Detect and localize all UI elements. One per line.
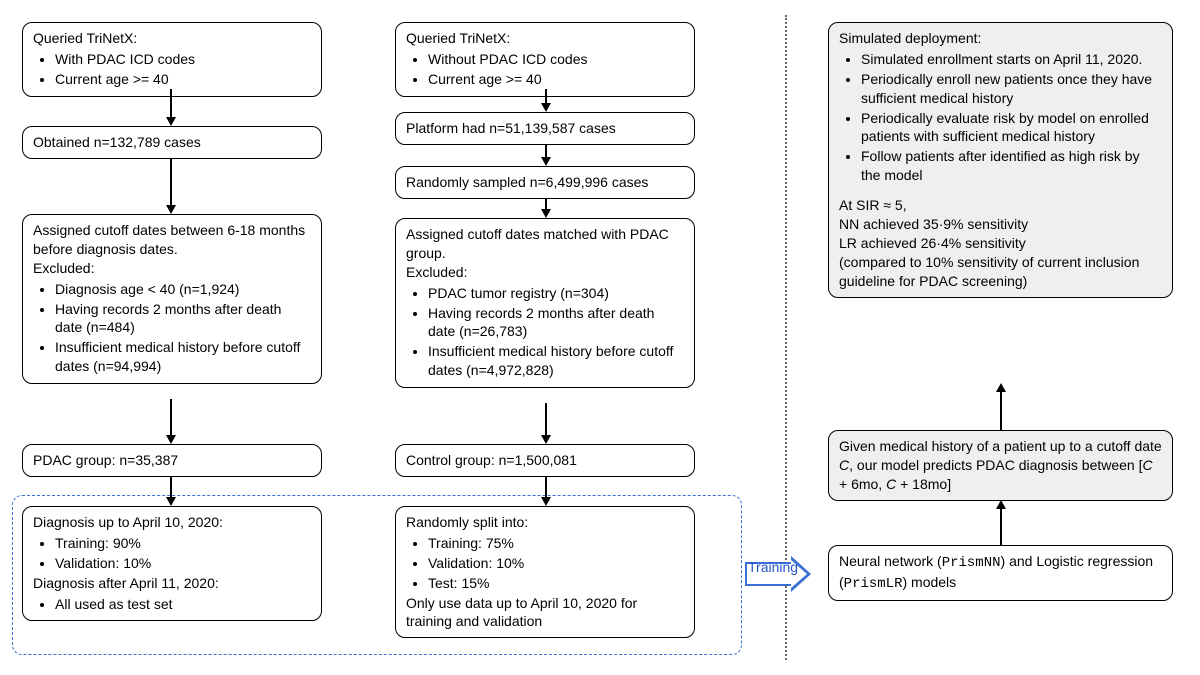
left-cutoff-item: Having records 2 months after death date… [55, 300, 311, 338]
left-group-text: PDAC group: n=35,387 [33, 452, 178, 468]
arrow [170, 159, 172, 207]
left-query-item: With PDAC ICD codes [55, 50, 311, 69]
left-split-post-item: All used as test set [55, 595, 311, 614]
mid-platform-box: Platform had n=51,139,587 cases [395, 112, 695, 145]
arrow [170, 89, 172, 119]
mid-cutoff-item: PDAC tumor registry (n=304) [428, 284, 684, 303]
left-obtained-text: Obtained n=132,789 cases [33, 134, 201, 150]
mid-query-box: Queried TriNetX: Without PDAC ICD codes … [395, 22, 695, 97]
mid-split-item: Training: 75% [428, 534, 684, 553]
models-text: Neural network (PrismNN) and Logistic re… [839, 553, 1153, 590]
mid-query-item: Current age >= 40 [428, 70, 684, 89]
mid-cutoff-item: Having records 2 months after death date… [428, 304, 684, 342]
arrow-head [166, 205, 176, 214]
left-split-box: Diagnosis up to April 10, 2020: Training… [22, 506, 322, 621]
left-split-pre-item: Validation: 10% [55, 554, 311, 573]
right-predict-box: Given medical history of a patient up to… [828, 430, 1173, 501]
arrow [170, 399, 172, 437]
arrow-head [541, 103, 551, 112]
left-group-box: PDAC group: n=35,387 [22, 444, 322, 477]
mid-cutoff-box: Assigned cutoff dates matched with PDAC … [395, 218, 695, 388]
arrow-head [541, 209, 551, 218]
arrow [545, 477, 547, 499]
arrow-head [166, 117, 176, 126]
left-query-box: Queried TriNetX: With PDAC ICD codes Cur… [22, 22, 322, 97]
arrow-head [541, 497, 551, 506]
deploy-result: At SIR ≈ 5, [839, 196, 1162, 215]
mid-platform-text: Platform had n=51,139,587 cases [406, 120, 616, 136]
left-query-title: Queried TriNetX: [33, 29, 311, 48]
left-cutoff-item: Insufficient medical history before cuto… [55, 338, 311, 376]
mid-split-item: Validation: 10% [428, 554, 684, 573]
left-cutoff-title: Assigned cutoff dates between 6-18 month… [33, 221, 311, 259]
right-models-box: Neural network (PrismNN) and Logistic re… [828, 545, 1173, 601]
arrow-head [541, 157, 551, 166]
mid-sampled-box: Randomly sampled n=6,499,996 cases [395, 166, 695, 199]
deploy-item: Periodically enroll new patients once th… [861, 70, 1162, 108]
deploy-result: LR achieved 26·4% sensitivity [839, 234, 1162, 253]
left-cutoff-box: Assigned cutoff dates between 6-18 month… [22, 214, 322, 384]
arrow-head [996, 500, 1006, 509]
deploy-item: Periodically evaluate risk by model on e… [861, 109, 1162, 147]
arrow [170, 477, 172, 499]
left-cutoff-item: Diagnosis age < 40 (n=1,924) [55, 280, 311, 299]
arrow-head [166, 497, 176, 506]
left-query-item: Current age >= 40 [55, 70, 311, 89]
left-split-post-label: Diagnosis after April 11, 2020: [33, 574, 311, 593]
deploy-result: (compared to 10% sensitivity of current … [839, 253, 1162, 291]
left-split-pre-label: Diagnosis up to April 10, 2020: [33, 513, 311, 532]
deploy-result: NN achieved 35·9% sensitivity [839, 215, 1162, 234]
left-obtained-box: Obtained n=132,789 cases [22, 126, 322, 159]
right-deploy-box: Simulated deployment: Simulated enrollme… [828, 22, 1173, 298]
mid-split-title: Randomly split into: [406, 513, 684, 532]
arrow-head [541, 435, 551, 444]
mid-group-box: Control group: n=1,500,081 [395, 444, 695, 477]
mid-sampled-text: Randomly sampled n=6,499,996 cases [406, 174, 648, 190]
mid-group-text: Control group: n=1,500,081 [406, 452, 577, 468]
mid-excluded-label: Excluded: [406, 263, 684, 282]
deploy-item: Follow patients after identified as high… [861, 147, 1162, 185]
arrow-head [166, 435, 176, 444]
arrow-head [996, 383, 1006, 392]
arrow [545, 403, 547, 437]
mid-split-note: Only use data up to April 10, 2020 for t… [406, 594, 684, 632]
mid-split-box: Randomly split into: Training: 75% Valid… [395, 506, 695, 638]
left-excluded-label: Excluded: [33, 259, 311, 278]
predict-text: Given medical history of a patient up to… [839, 438, 1162, 492]
deploy-title: Simulated deployment: [839, 29, 1162, 48]
mid-query-item: Without PDAC ICD codes [428, 50, 684, 69]
mid-query-title: Queried TriNetX: [406, 29, 684, 48]
arrow [1000, 391, 1002, 430]
left-split-pre-item: Training: 90% [55, 534, 311, 553]
training-label: Training [748, 559, 798, 575]
mid-split-item: Test: 15% [428, 574, 684, 593]
arrow [1000, 508, 1002, 545]
mid-cutoff-title: Assigned cutoff dates matched with PDAC … [406, 225, 684, 263]
mid-cutoff-item: Insufficient medical history before cuto… [428, 342, 684, 380]
deploy-item: Simulated enrollment starts on April 11,… [861, 50, 1162, 69]
